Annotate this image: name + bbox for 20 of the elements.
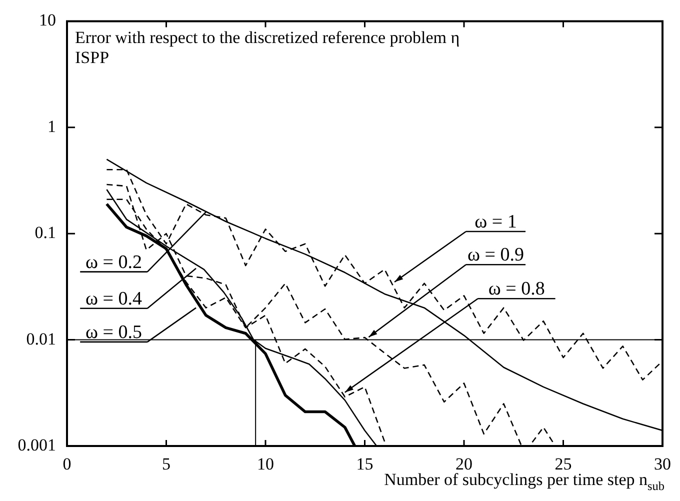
y-tick-label: 1: [48, 116, 56, 136]
y-tick-label: 0.1: [34, 223, 56, 242]
x-tick-label: 30: [654, 454, 671, 474]
y-tick-label: 10: [39, 10, 56, 30]
annotation: ω = 1: [474, 211, 517, 232]
x-tick-label: 10: [257, 454, 274, 474]
x-tick-label: 25: [554, 454, 572, 474]
annotation: ω = 0.8: [488, 278, 545, 300]
annotation: ω = 0.4: [86, 288, 142, 310]
annotation: ω = 0.5: [86, 322, 142, 343]
chart-title: Error with respect to the discretized reference problem η: [75, 28, 460, 48]
text: ISPP: [75, 48, 110, 68]
annotation: ω = 0.9: [468, 244, 524, 266]
x-tick-label: 5: [162, 454, 170, 474]
x-tick-label: 20: [456, 454, 472, 474]
x-tick-label: 15: [356, 454, 374, 474]
annotation: ω = 0.2: [86, 252, 142, 273]
y-tick-label: 0.001: [18, 435, 56, 454]
y-tick-label: 0.01: [26, 329, 56, 348]
x-tick-label: 0: [62, 454, 72, 474]
